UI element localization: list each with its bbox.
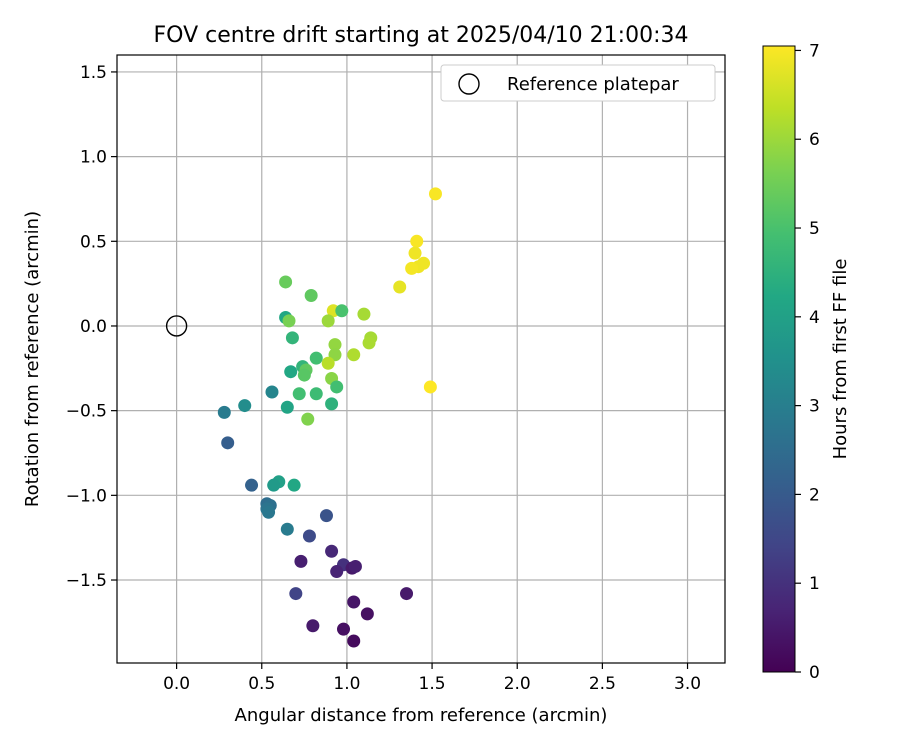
x-axis-label: Angular distance from reference (arcmin) — [235, 705, 608, 726]
x-tick-label: 2.0 — [504, 674, 531, 694]
data-point — [280, 522, 294, 536]
y-tick-label: 1.0 — [80, 148, 107, 168]
data-point — [267, 478, 281, 492]
data-point — [280, 400, 294, 414]
data-point — [282, 314, 296, 328]
data-point — [262, 505, 276, 519]
data-point — [410, 234, 424, 248]
legend-label-reference: Reference platepar — [507, 74, 679, 95]
data-point — [423, 380, 437, 394]
data-point — [304, 288, 318, 302]
data-point — [284, 365, 298, 379]
y-tick-label: 1.5 — [80, 63, 107, 83]
colorbar-tick-label: 7 — [809, 41, 820, 61]
data-point — [335, 304, 349, 318]
data-point — [292, 387, 306, 401]
colorbar-gradient — [762, 45, 796, 673]
x-tick-label: 1.0 — [333, 674, 360, 694]
colorbar: 0 1 2 3 4 5 6 7 Hours from first FF file — [762, 41, 851, 683]
data-point — [321, 314, 335, 328]
x-tick-label: 0.5 — [248, 674, 275, 694]
y-tick-label: 0.0 — [80, 317, 107, 337]
data-point — [306, 619, 320, 633]
colorbar-tick-label: 5 — [809, 219, 820, 239]
data-point — [408, 246, 422, 260]
x-axis-ticks: 0.0 0.5 1.0 1.5 2.0 2.5 3.0 — [163, 663, 701, 694]
x-tick-label: 2.5 — [589, 674, 616, 694]
y-tick-label: −1.0 — [66, 486, 107, 506]
data-point — [245, 478, 259, 492]
legend-marker-reference — [458, 73, 480, 95]
legend-box — [440, 64, 716, 102]
y-tick-label: −1.5 — [66, 571, 107, 591]
data-point — [301, 412, 315, 426]
data-point — [287, 478, 301, 492]
data-point — [302, 529, 316, 543]
data-point — [348, 559, 362, 573]
x-tick-label: 1.5 — [419, 674, 446, 694]
scatter-points — [165, 187, 442, 648]
x-tick-label: 0.0 — [163, 674, 190, 694]
x-tick-label: 3.0 — [674, 674, 701, 694]
data-point — [217, 405, 231, 419]
plot-area — [117, 55, 725, 663]
data-point — [325, 544, 339, 558]
data-point — [221, 436, 235, 450]
data-point — [328, 338, 342, 352]
data-point — [393, 280, 407, 294]
colorbar-tick-label: 4 — [809, 308, 820, 328]
data-point — [309, 387, 323, 401]
data-point — [309, 351, 323, 365]
data-point — [347, 595, 361, 609]
plot-frame — [116, 54, 726, 664]
data-point — [347, 348, 361, 362]
data-point — [297, 368, 311, 382]
data-point — [289, 587, 303, 601]
data-point — [400, 587, 414, 601]
data-point — [321, 356, 335, 370]
data-point — [330, 565, 344, 579]
data-point — [357, 307, 371, 321]
colorbar-tick-label: 2 — [809, 485, 820, 505]
y-axis-label: Rotation from reference (arcmin) — [22, 211, 43, 507]
data-point — [265, 385, 279, 399]
colorbar-tick-label: 3 — [809, 397, 820, 417]
data-point — [238, 399, 252, 413]
data-point — [285, 331, 299, 345]
y-axis-ticks: 1.5 1.0 0.5 0.0 −0.5 −1.0 −1.5 — [66, 63, 117, 591]
colorbar-tick-label: 6 — [809, 130, 820, 150]
data-point — [362, 336, 376, 350]
data-point — [330, 380, 344, 394]
colorbar-tick-label: 0 — [809, 663, 820, 683]
data-point — [347, 634, 361, 648]
colorbar-label: Hours from first FF file — [830, 259, 851, 460]
y-tick-label: 0.5 — [80, 232, 107, 252]
data-point — [279, 275, 293, 289]
data-point — [428, 187, 442, 201]
colorbar-ticks: 0 1 2 3 4 5 6 7 — [795, 41, 820, 683]
y-tick-label: −0.5 — [66, 402, 107, 422]
reference-platepar-marker — [165, 315, 188, 337]
data-point — [294, 554, 308, 568]
colorbar-tick-label: 1 — [809, 574, 820, 594]
data-point — [319, 509, 333, 523]
legend: Reference platepar — [440, 64, 716, 102]
data-point — [405, 261, 419, 275]
data-point — [360, 607, 374, 621]
data-point — [325, 397, 339, 411]
chart-title: FOV centre drift starting at 2025/04/10 … — [154, 23, 689, 48]
data-point — [337, 622, 351, 636]
